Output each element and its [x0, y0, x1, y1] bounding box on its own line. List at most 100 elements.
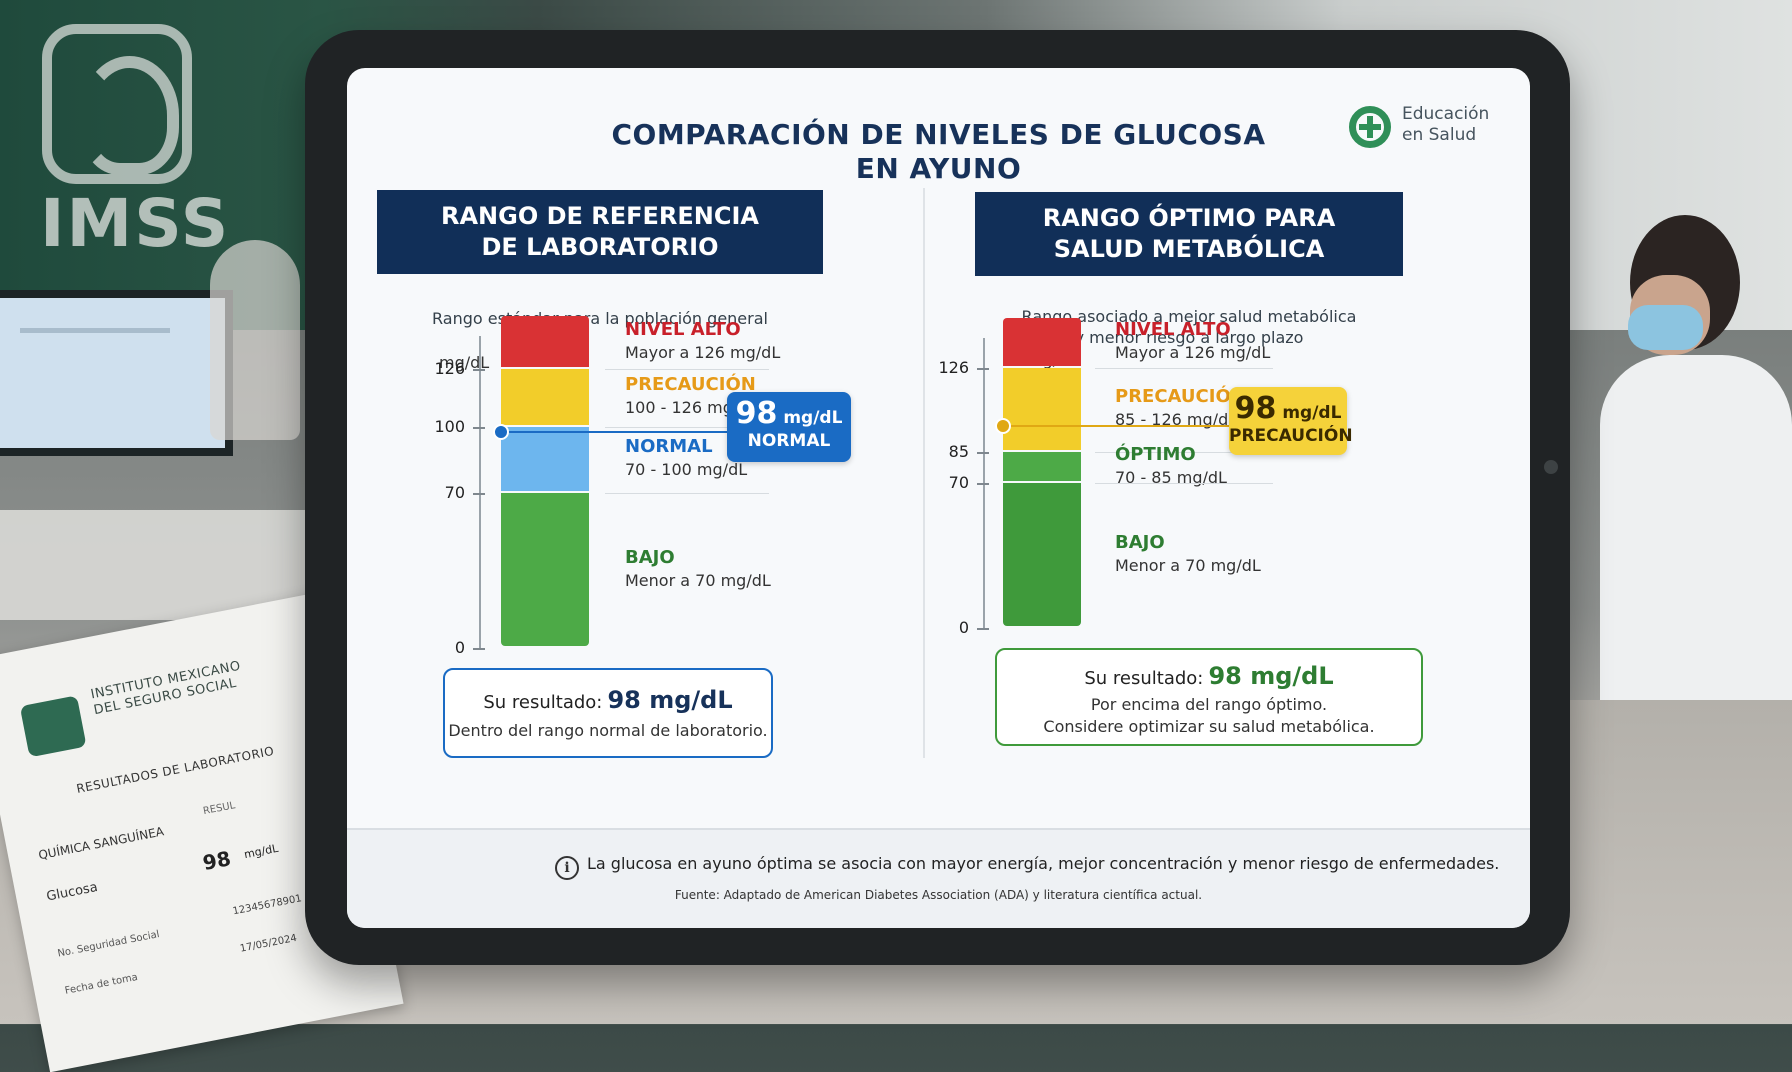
y-axis-tick: [473, 648, 485, 650]
paper-nss-value: 12345678901: [231, 893, 303, 918]
background-doctor: [1590, 215, 1792, 715]
zone-divider: [605, 493, 769, 495]
zone-title: ÓPTIMO: [1115, 443, 1196, 465]
brand-line1: Educación: [1402, 104, 1490, 124]
result-marker-dot: [995, 418, 1011, 435]
zone-divider: [1095, 452, 1273, 454]
tablet-screen: COMPARACIÓN DE NIVELES DE GLUCOSA EN AYU…: [347, 68, 1530, 928]
y-axis-tick: [977, 628, 989, 630]
tablet-device: COMPARACIÓN DE NIVELES DE GLUCOSA EN AYU…: [305, 30, 1570, 965]
panel-banner: RANGO ÓPTIMO PARA SALUD METABÓLICA: [975, 192, 1403, 276]
panel-divider: [923, 188, 925, 758]
zone-segment: [1003, 483, 1081, 626]
zone-segment: [1003, 452, 1081, 482]
zone-divider: [1095, 483, 1273, 485]
result-note: Por encima del rango óptimo. Considere o…: [1043, 695, 1375, 736]
zone-segment: [1003, 367, 1081, 451]
y-axis-unit: mg/dL: [439, 353, 490, 372]
zone-range: Menor a 70 mg/dL: [625, 570, 771, 590]
zone-title: NORMAL: [625, 435, 713, 457]
y-axis-line: [983, 338, 985, 628]
y-tick-label: 70: [948, 473, 969, 493]
panel-title: RANGO ÓPTIMO PARA SALUD METABÓLICA: [1042, 204, 1336, 263]
health-cross-icon: [1349, 106, 1391, 148]
zone-segment: [501, 426, 589, 492]
zone-divider: [605, 426, 769, 428]
y-tick-label: 126: [938, 357, 969, 377]
y-tick-label: 126: [434, 359, 465, 379]
y-axis-line: [479, 336, 481, 648]
zone-title: NIVEL ALTO: [1115, 318, 1231, 340]
callout-status: NORMAL: [747, 431, 831, 452]
zone-title: NIVEL ALTO: [625, 318, 741, 340]
paper-result-column: RESUL: [202, 800, 237, 818]
panel-subtitle: Rango estándar para la población general: [432, 309, 768, 328]
y-axis-tick: [473, 369, 485, 372]
imss-logo-icon: [42, 24, 192, 184]
result-marker-line: [1003, 425, 1229, 428]
y-axis-tick: [977, 483, 989, 486]
y-tick-label: 0: [454, 638, 465, 657]
imss-wall-sign: IMSS: [40, 185, 231, 262]
paper-test-value: 98: [200, 846, 233, 876]
y-tick-label: 100: [434, 416, 465, 436]
paper-section: QUÍMICA SANGUÍNEA: [37, 824, 166, 863]
imss-paper-logo-icon: [19, 695, 87, 758]
y-tick-label: 0: [958, 618, 969, 637]
panel-banner: RANGO DE REFERENCIA DE LABORATORIO: [377, 190, 823, 274]
callout-status: PRECAUCIÓN: [1229, 426, 1353, 447]
page-title-line1: COMPARACIÓN DE NIVELES DE GLUCOSA: [611, 118, 1266, 151]
result-box: Su resultado: 98 mg/dL Dentro del rango …: [443, 668, 773, 758]
result-box: Su resultado: 98 mg/dL Por encima del ra…: [995, 648, 1423, 746]
y-axis-tick: [977, 367, 989, 370]
footer-note: La glucosa en ayuno óptima se asocia con…: [587, 854, 1500, 873]
result-label: Su resultado:: [483, 692, 603, 713]
result-callout: 98 mg/dL NORMAL: [727, 392, 851, 463]
y-axis-tick: [473, 426, 485, 429]
zone-range: 100 - 126 mg/dL: [625, 397, 758, 417]
footer-source: Fuente: Adaptado de American Diabetes As…: [674, 888, 1203, 902]
zone-divider: [1095, 367, 1273, 369]
callout-value-row: 98 mg/dL: [727, 396, 851, 431]
zone-segment: [501, 316, 589, 368]
background-monitor: [0, 290, 233, 456]
y-axis-tick: [473, 493, 485, 496]
y-tick-label: 85: [948, 442, 969, 462]
callout-value: 98: [735, 396, 778, 432]
zone-title: BAJO: [625, 546, 675, 568]
paper-date-label: Fecha de toma: [63, 971, 139, 997]
zone-range: 70 - 100 mg/dL: [625, 459, 748, 479]
paper-nss-label: No. Seguridad Social: [56, 929, 161, 960]
zone-range: Mayor a 126 mg/dL: [1115, 342, 1271, 362]
result-marker-line: [501, 431, 727, 434]
zone-range: 85 - 126 mg/dL: [1115, 409, 1238, 429]
info-icon: i: [555, 856, 579, 880]
zone-range: 70 - 85 mg/dL: [1115, 467, 1227, 487]
result-value: 98 mg/dL: [607, 686, 733, 714]
y-axis-tick: [977, 452, 989, 455]
callout-value: 98: [1234, 391, 1277, 427]
background-person-left: [210, 240, 300, 440]
callout-unit: mg/dL: [1282, 403, 1342, 424]
zone-segment: [501, 493, 589, 646]
paper-test-name: Glucosa: [45, 879, 99, 905]
result-callout: 98 mg/dL PRECAUCIÓN: [1229, 387, 1353, 456]
callout-value-row: 98 mg/dL: [1229, 391, 1347, 426]
result-label: Su resultado:: [1084, 668, 1204, 689]
zone-segment: [1003, 318, 1081, 366]
panel-title: RANGO DE REFERENCIA DE LABORATORIO: [440, 202, 759, 261]
result-marker-dot: [493, 424, 509, 441]
zone-range: Mayor a 126 mg/dL: [625, 342, 781, 362]
zone-divider: [605, 369, 769, 371]
paper-test-unit: mg/dL: [242, 841, 280, 862]
zone-range: Menor a 70 mg/dL: [1115, 555, 1261, 575]
page-title-line2: EN AYUNO: [855, 152, 1022, 185]
result-note: Dentro del rango normal de laboratorio.: [448, 721, 768, 740]
result-value: 98 mg/dL: [1208, 662, 1334, 690]
camera-icon: [1544, 460, 1558, 474]
zone-title: PRECAUCIÓN: [1115, 385, 1246, 407]
y-tick-label: 70: [444, 483, 465, 503]
zone-title: PRECAUCIÓN: [625, 373, 756, 395]
callout-unit: mg/dL: [783, 408, 843, 429]
paper-institution: INSTITUTO MEXICANO DEL SEGURO SOCIAL: [89, 658, 242, 719]
